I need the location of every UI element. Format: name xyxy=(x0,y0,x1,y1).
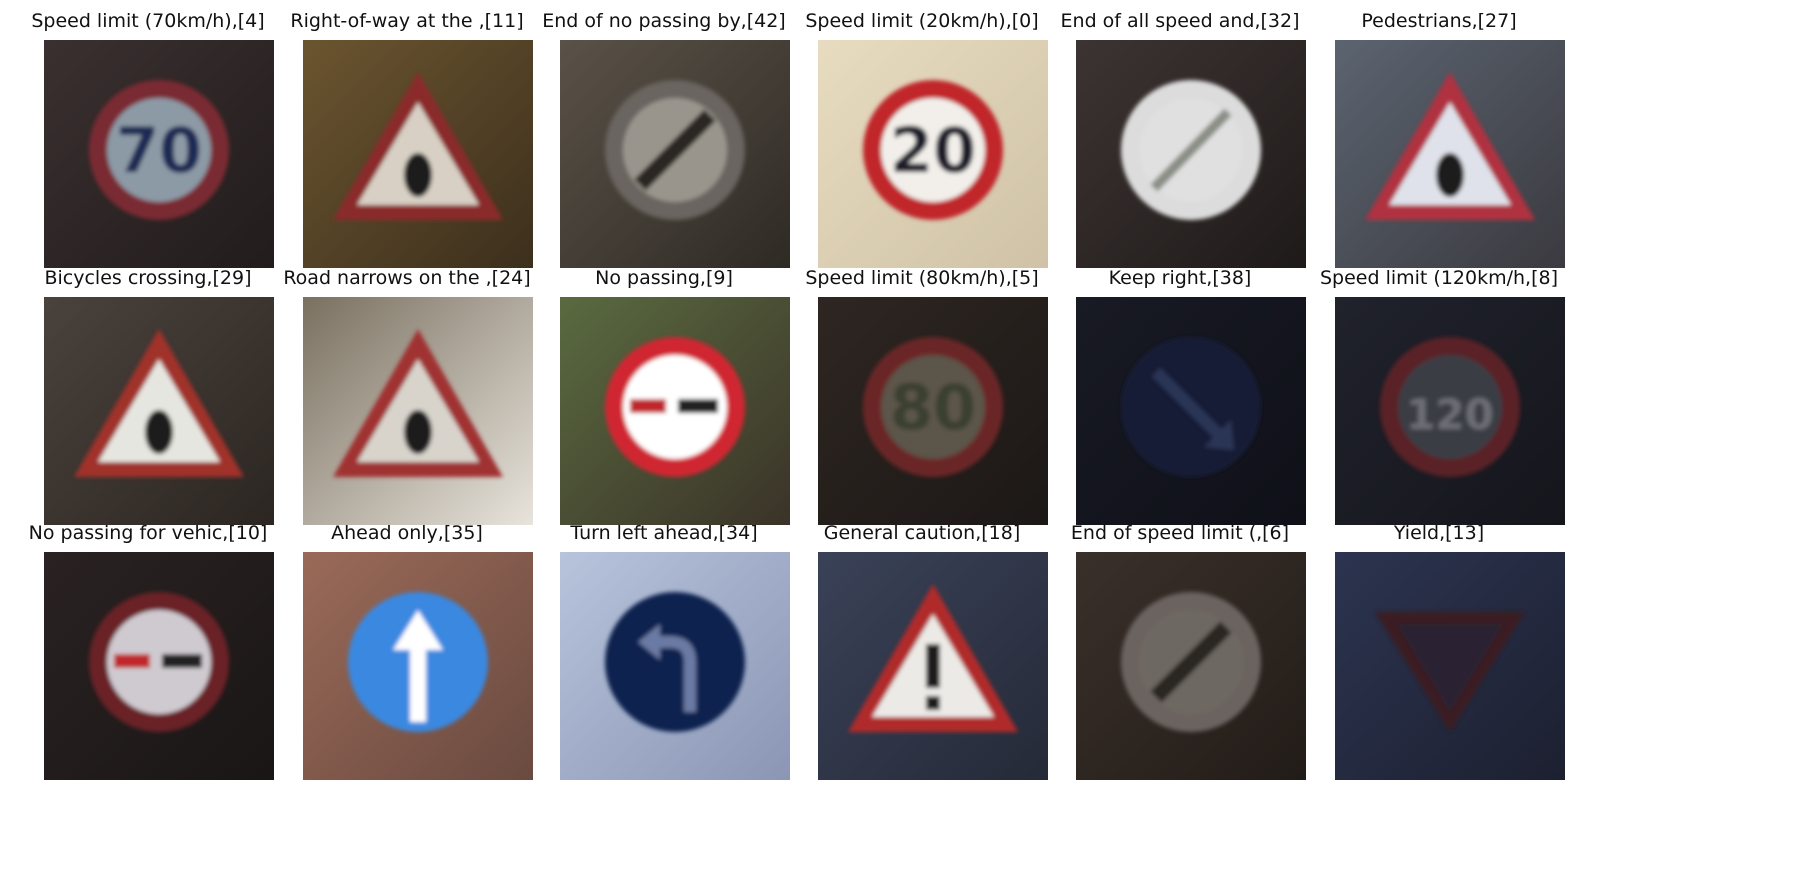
no-passing-trucks-sign-icon xyxy=(44,552,274,780)
speed-limit-120-sign-icon: 120 xyxy=(1335,297,1565,525)
speed-limit-20-sign-icon: 20 xyxy=(818,40,1048,268)
speed-limit-70-sign-icon: 70 xyxy=(44,40,274,268)
sign-cell: No passing,[9] xyxy=(534,265,794,535)
sign-caption: Right-of-way at the ,[11] xyxy=(290,10,524,32)
end-of-all-limits-sign-icon xyxy=(1076,40,1306,268)
yield-sign-icon xyxy=(1335,552,1565,780)
right-of-way-image xyxy=(303,40,533,268)
ahead-only-image xyxy=(303,552,533,780)
pedestrians-sign-icon xyxy=(1335,40,1565,268)
svg-text:70: 70 xyxy=(116,114,202,187)
sign-cell: Road narrows on the ,[24] xyxy=(277,265,537,535)
ahead-only-sign-icon xyxy=(303,552,533,780)
sign-cell: Ahead only,[35] xyxy=(277,520,537,790)
sign-cell: End of no passing by,[42] xyxy=(534,8,794,278)
turn-left-ahead-image xyxy=(560,552,790,780)
sign-caption: Speed limit (70km/h),[4] xyxy=(31,10,265,32)
sign-caption: Bicycles crossing,[29] xyxy=(44,267,252,289)
sign-cell: Speed limit (70km/h),[4] 70 xyxy=(18,8,278,278)
svg-text:80: 80 xyxy=(890,371,976,444)
sign-cell: End of speed limit (,[6] xyxy=(1050,520,1310,790)
sign-cell: Pedestrians,[27] xyxy=(1309,8,1569,278)
sign-caption: Speed limit (20km/h),[0] xyxy=(805,10,1039,32)
end-of-no-passing-sign-icon xyxy=(560,40,790,268)
sign-cell: Turn left ahead,[34] xyxy=(534,520,794,790)
sign-cell: General caution,[18] xyxy=(792,520,1052,790)
turn-left-ahead-sign-icon xyxy=(560,552,790,780)
sign-caption: No passing,[9] xyxy=(595,267,733,289)
sign-caption: Keep right,[38] xyxy=(1108,267,1252,289)
sign-cell: Speed limit (120km/h,[8] 120 xyxy=(1309,265,1569,535)
end-of-all-limits-image xyxy=(1076,40,1306,268)
speed-limit-70-image: 70 xyxy=(44,40,274,268)
speed-limit-80-image: 80 xyxy=(818,297,1048,525)
speed-limit-20-image: 20 xyxy=(818,40,1048,268)
sign-cell: Yield,[13] xyxy=(1309,520,1569,790)
no-passing-trucks-image xyxy=(44,552,274,780)
sign-caption: No passing for vehic,[10] xyxy=(28,522,268,544)
sign-caption: End of speed limit (,[6] xyxy=(1070,522,1290,544)
sign-caption: Ahead only,[35] xyxy=(331,522,483,544)
end-of-speed-limit-sign-icon xyxy=(1076,552,1306,780)
road-narrows-image xyxy=(303,297,533,525)
sign-caption: General caution,[18] xyxy=(823,522,1021,544)
sign-caption: End of no passing by,[42] xyxy=(542,10,786,32)
road-narrows-sign-icon xyxy=(303,297,533,525)
right-of-way-sign-icon xyxy=(303,40,533,268)
sign-cell: Keep right,[38] xyxy=(1050,265,1310,535)
pedestrians-image xyxy=(1335,40,1565,268)
sign-caption: Pedestrians,[27] xyxy=(1361,10,1517,32)
general-caution-sign-icon xyxy=(818,552,1048,780)
svg-text:20: 20 xyxy=(890,114,976,187)
speed-limit-120-image: 120 xyxy=(1335,297,1565,525)
sign-caption: Turn left ahead,[34] xyxy=(570,522,758,544)
sign-caption: Speed limit (120km/h,[8] xyxy=(1319,267,1559,289)
sign-caption: Yield,[13] xyxy=(1393,522,1485,544)
sign-cell: Speed limit (20km/h),[0] 20 xyxy=(792,8,1052,278)
general-caution-image xyxy=(818,552,1048,780)
sign-cell: Right-of-way at the ,[11] xyxy=(277,8,537,278)
yield-image xyxy=(1335,552,1565,780)
end-of-no-passing-image xyxy=(560,40,790,268)
speed-limit-80-sign-icon: 80 xyxy=(818,297,1048,525)
no-passing-sign-icon xyxy=(560,297,790,525)
sign-cell: End of all speed and,[32] xyxy=(1050,8,1310,278)
sign-caption: End of all speed and,[32] xyxy=(1060,10,1300,32)
svg-text:120: 120 xyxy=(1406,390,1494,439)
end-of-speed-limit-image xyxy=(1076,552,1306,780)
keep-right-image xyxy=(1076,297,1306,525)
bicycles-crossing-image xyxy=(44,297,274,525)
sign-caption: Speed limit (80km/h),[5] xyxy=(805,267,1039,289)
sign-caption: Road narrows on the ,[24] xyxy=(283,267,531,289)
sign-cell: No passing for vehic,[10] xyxy=(18,520,278,790)
keep-right-sign-icon xyxy=(1076,297,1306,525)
sign-cell: Speed limit (80km/h),[5] 80 xyxy=(792,265,1052,535)
bicycles-crossing-sign-icon xyxy=(44,297,274,525)
no-passing-image xyxy=(560,297,790,525)
sign-cell: Bicycles crossing,[29] xyxy=(18,265,278,535)
